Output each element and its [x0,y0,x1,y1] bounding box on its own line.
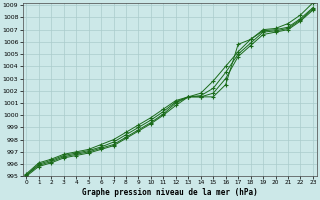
X-axis label: Graphe pression niveau de la mer (hPa): Graphe pression niveau de la mer (hPa) [82,188,258,197]
